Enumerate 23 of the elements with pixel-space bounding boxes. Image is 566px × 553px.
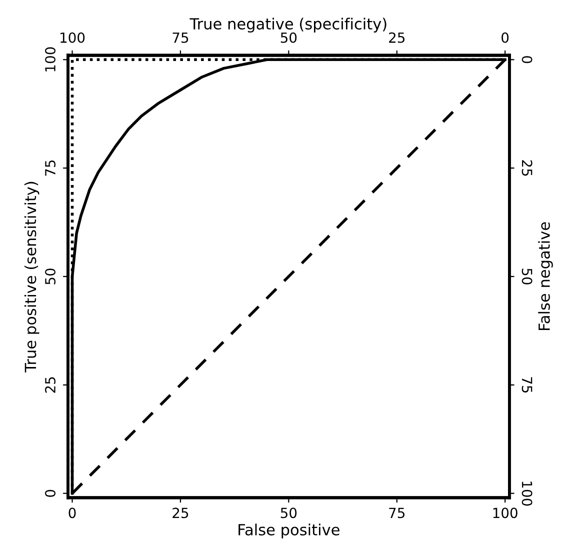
x-tick-label: 25 (172, 508, 188, 518)
y2-axis-title: False negative (538, 222, 553, 330)
x2-tick-label: 100 (60, 32, 85, 43)
y-tick-label: 100 (45, 47, 56, 72)
y-tick-label: 0 (45, 490, 56, 497)
x2-tick-label: 75 (172, 32, 188, 43)
y-tick-label: 50 (45, 268, 56, 284)
y2-tick-label: 25 (522, 160, 532, 176)
y-tick-label: 75 (45, 160, 56, 176)
y2-tick-label: 0 (522, 56, 532, 64)
x-tick-label: 100 (493, 508, 518, 518)
x-tick-label: 0 (68, 508, 76, 518)
y2-tick-label: 75 (522, 377, 532, 393)
x2-tick-label: 0 (502, 32, 509, 43)
x2-tick-label: 50 (280, 32, 297, 43)
y-tick-label: 25 (45, 377, 56, 393)
x-tick-label: 50 (280, 508, 297, 518)
x-tick-label: 75 (389, 508, 404, 518)
x2-axis-title: True negative (specificity) (190, 18, 386, 33)
y-axis-title: True positive (sensitivity) (24, 182, 40, 372)
x-axis-title: False positive (238, 524, 340, 538)
y2-tick-label: 50 (522, 268, 532, 284)
x2-tick-label: 25 (389, 32, 404, 43)
